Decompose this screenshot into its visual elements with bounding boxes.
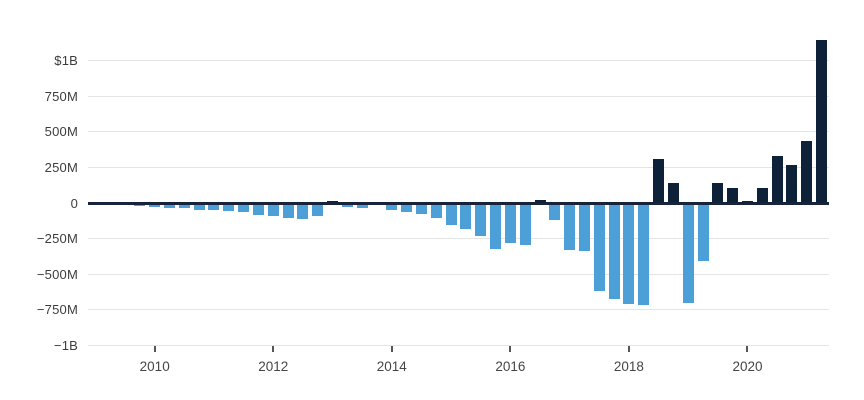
bar-2016-q1[interactable] [504,203,516,244]
bar-2019-q4[interactable] [727,188,739,203]
y-tick-label: 0 [70,195,78,211]
bar-2016-q4[interactable] [549,203,561,221]
bar-2021-q1[interactable] [801,140,813,203]
y-tick-label: 250M [44,159,78,175]
bar-2017-q3[interactable] [593,203,605,292]
bar-2011-q4[interactable] [252,203,264,215]
x-tick-label: 2018 [613,359,644,375]
x-tick-label: 2016 [495,359,526,375]
bar-2011-q2[interactable] [223,203,235,212]
x-tick-label: 2020 [732,359,763,375]
bar-2017-q4[interactable] [608,203,620,300]
bar-2016-q2[interactable] [519,203,531,245]
bar-2018-q1[interactable] [623,203,635,305]
gridline [88,60,829,62]
bar-2013-q2[interactable] [341,203,353,208]
bar-2015-q3[interactable] [475,203,487,236]
x-tick-mark [153,346,156,353]
bar-2019-q3[interactable] [712,182,724,203]
y-tick-label: $1B [54,53,78,69]
bar-2014-q3[interactable] [415,203,427,214]
bar-2016-q3[interactable] [534,199,546,203]
bar-2010-q2[interactable] [164,203,175,209]
bar-2015-q1[interactable] [445,203,457,225]
bar-2014-q1[interactable] [386,203,398,211]
bar-2017-q1[interactable] [564,203,576,250]
bar-2020-q2[interactable] [756,188,768,203]
bar-2010-q4[interactable] [193,203,205,211]
gridline [88,131,829,133]
gridline [88,309,829,311]
x-tick-mark [746,346,749,353]
x-tick-label: 2014 [376,359,407,375]
x-tick-mark [272,346,275,353]
bar-2011-q1[interactable] [208,203,220,210]
x-tick-mark [390,346,393,353]
bar-2012-q3[interactable] [297,203,309,219]
bar-2011-q3[interactable] [238,203,250,213]
bar-2020-q3[interactable] [771,155,783,203]
gridline [88,344,829,346]
bar-2017-q2[interactable] [578,203,590,251]
x-tick-label: 2012 [258,359,289,375]
gridline [88,238,829,240]
y-tick-label: 750M [44,88,78,104]
gridline [88,166,829,168]
bar-2010-q1[interactable] [149,203,161,208]
bar-2018-q4[interactable] [667,183,679,203]
y-tick-label: 500M [44,124,78,140]
bar-2018-q3[interactable] [653,158,665,203]
gridline [88,95,829,97]
y-tick-label: −500M [36,266,78,282]
x-tick-label: 2010 [139,359,170,375]
bar-2019-q1[interactable] [682,203,694,303]
y-tick-label: −250M [36,231,78,247]
gridline [88,273,829,275]
bar-2021-q2[interactable] [816,40,828,203]
y-tick-label: −750M [36,302,78,318]
zero-baseline [88,201,829,205]
bar-2018-q2[interactable] [638,203,650,306]
bar-2013-q3[interactable] [356,203,368,209]
bar-2012-q2[interactable] [282,203,294,219]
bar-2020-q4[interactable] [786,164,798,203]
x-tick-mark [627,346,630,353]
bar-2014-q4[interactable] [430,203,442,219]
bar-2015-q2[interactable] [460,203,472,230]
y-tick-label: −1B [53,337,78,353]
bar-2012-q4[interactable] [312,203,324,216]
bar-2015-q4[interactable] [490,203,502,249]
bar-2019-q2[interactable] [697,203,709,262]
bar-2009-q4[interactable] [134,203,146,207]
bar-2014-q2[interactable] [401,203,413,212]
bar-2010-q3[interactable] [178,203,190,208]
x-tick-mark [509,346,512,353]
bar-2012-q1[interactable] [267,203,279,216]
